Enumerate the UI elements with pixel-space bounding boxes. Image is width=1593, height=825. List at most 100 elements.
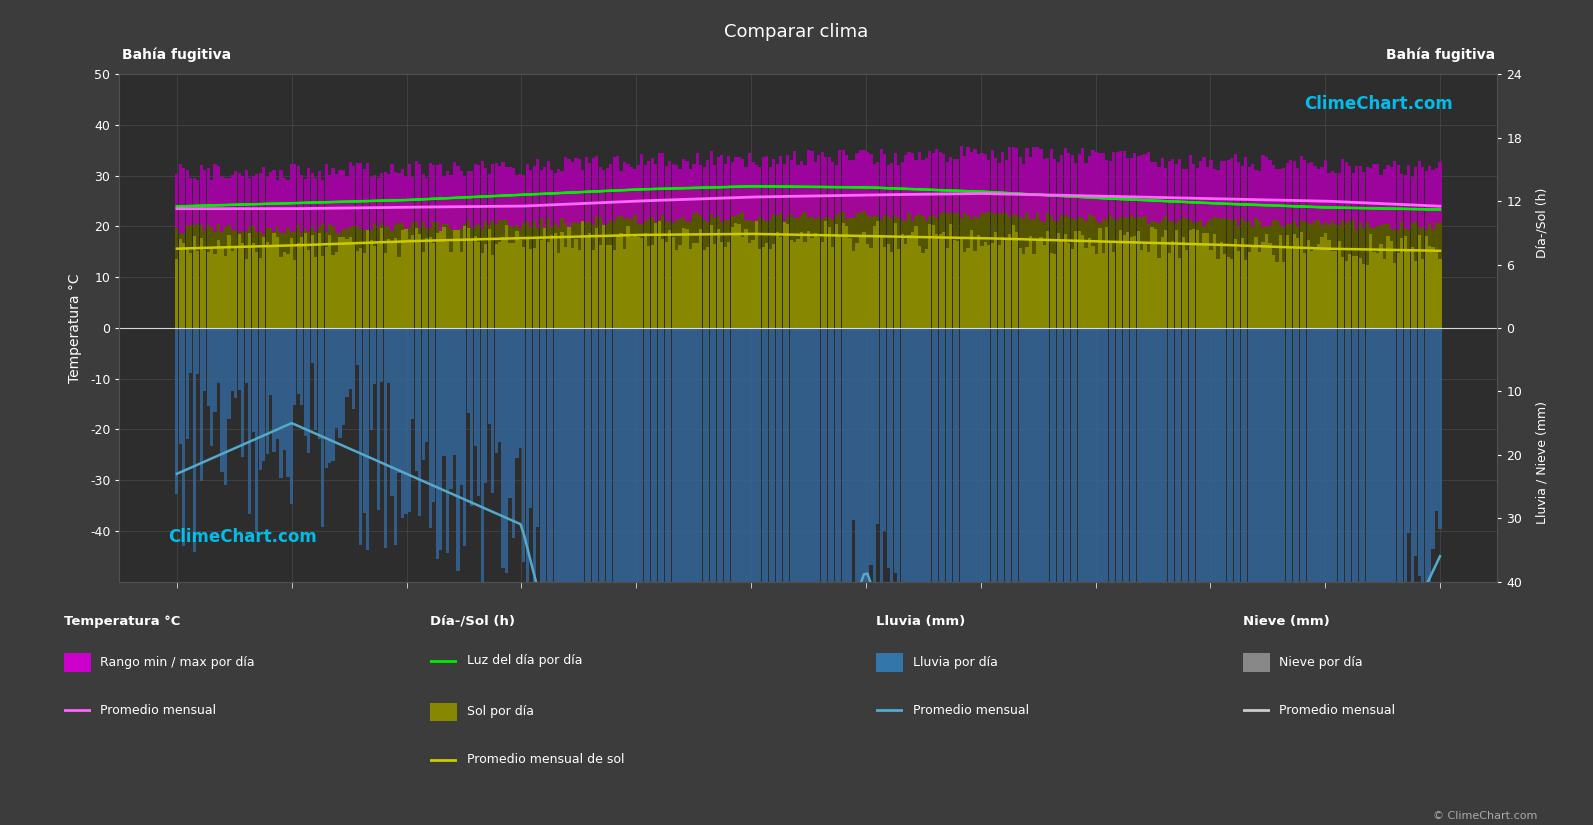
Bar bbox=[844, 226, 847, 328]
Bar bbox=[988, 245, 991, 328]
Bar bbox=[349, 237, 352, 328]
Bar bbox=[449, 196, 452, 328]
Bar bbox=[443, 176, 446, 224]
Bar bbox=[1026, 247, 1029, 328]
Bar bbox=[734, 190, 738, 328]
Bar bbox=[935, 234, 938, 328]
Bar bbox=[994, 328, 997, 825]
Bar bbox=[640, 153, 644, 224]
Bar bbox=[637, 237, 640, 328]
Bar bbox=[824, 186, 827, 328]
Bar bbox=[491, 194, 494, 328]
Bar bbox=[1182, 328, 1185, 825]
Bar bbox=[1192, 163, 1195, 223]
Bar bbox=[342, 201, 346, 328]
Bar bbox=[820, 328, 824, 762]
Bar bbox=[970, 186, 973, 328]
Bar bbox=[210, 181, 213, 227]
Bar bbox=[258, 257, 261, 328]
Bar bbox=[575, 193, 578, 328]
Bar bbox=[747, 153, 750, 219]
Bar bbox=[991, 191, 994, 328]
Bar bbox=[620, 186, 623, 328]
Bar bbox=[873, 225, 876, 328]
Bar bbox=[473, 199, 476, 328]
Bar bbox=[1188, 230, 1192, 328]
Bar bbox=[279, 257, 282, 328]
Bar bbox=[1212, 169, 1215, 218]
Bar bbox=[296, 200, 299, 328]
Bar bbox=[765, 191, 768, 328]
Bar bbox=[1435, 250, 1438, 328]
Bar bbox=[1265, 157, 1268, 226]
Bar bbox=[1289, 160, 1292, 224]
Bar bbox=[1297, 207, 1300, 328]
Bar bbox=[387, 204, 390, 328]
Bar bbox=[1403, 328, 1407, 709]
Bar bbox=[440, 193, 443, 328]
Bar bbox=[814, 328, 817, 790]
Bar bbox=[984, 242, 988, 328]
Bar bbox=[1098, 153, 1101, 223]
Bar bbox=[873, 191, 876, 328]
Bar bbox=[1344, 328, 1348, 825]
Bar bbox=[650, 158, 653, 217]
Bar bbox=[307, 168, 311, 232]
Bar bbox=[870, 154, 873, 217]
Bar bbox=[838, 236, 841, 328]
Bar bbox=[1070, 248, 1074, 328]
Bar bbox=[272, 328, 276, 452]
Bar bbox=[714, 328, 717, 825]
Bar bbox=[484, 244, 487, 328]
Text: Lluvia (mm): Lluvia (mm) bbox=[876, 615, 965, 628]
Bar bbox=[679, 328, 682, 825]
Bar bbox=[1064, 234, 1067, 328]
Bar bbox=[1335, 204, 1338, 328]
Text: Sol por día: Sol por día bbox=[467, 705, 534, 719]
Bar bbox=[537, 159, 540, 228]
Bar bbox=[234, 328, 237, 398]
Bar bbox=[381, 228, 384, 328]
Bar bbox=[561, 232, 564, 328]
Bar bbox=[193, 210, 196, 328]
Bar bbox=[1279, 328, 1282, 825]
Bar bbox=[1321, 167, 1324, 225]
Bar bbox=[938, 328, 941, 816]
Bar bbox=[835, 224, 838, 328]
Bar bbox=[220, 328, 223, 472]
Bar bbox=[1424, 205, 1427, 328]
Bar bbox=[210, 249, 213, 328]
Bar bbox=[335, 174, 338, 233]
Bar bbox=[811, 191, 814, 328]
Bar bbox=[1144, 203, 1147, 328]
Bar bbox=[1352, 328, 1354, 825]
Bar bbox=[207, 328, 210, 406]
Bar bbox=[1085, 163, 1088, 221]
Bar bbox=[1008, 328, 1012, 825]
Bar bbox=[519, 174, 523, 229]
Bar bbox=[741, 191, 744, 328]
Bar bbox=[202, 201, 205, 328]
Bar bbox=[276, 237, 279, 328]
Bar bbox=[1258, 252, 1262, 328]
Bar bbox=[908, 186, 911, 328]
Bar bbox=[456, 229, 459, 328]
Bar bbox=[1376, 253, 1380, 328]
Bar bbox=[734, 223, 738, 328]
Bar bbox=[765, 156, 768, 221]
Bar bbox=[1386, 165, 1389, 224]
Bar bbox=[946, 163, 949, 213]
Bar bbox=[867, 328, 870, 583]
Bar bbox=[710, 328, 714, 825]
Bar bbox=[859, 186, 862, 328]
Bar bbox=[1244, 328, 1247, 825]
Bar bbox=[828, 227, 832, 328]
Bar bbox=[623, 328, 626, 825]
Bar bbox=[1309, 252, 1313, 328]
Bar bbox=[393, 238, 397, 328]
Bar bbox=[481, 253, 484, 328]
Bar bbox=[714, 165, 717, 218]
Bar bbox=[484, 168, 487, 221]
Bar bbox=[449, 328, 452, 488]
Bar bbox=[1171, 196, 1174, 328]
